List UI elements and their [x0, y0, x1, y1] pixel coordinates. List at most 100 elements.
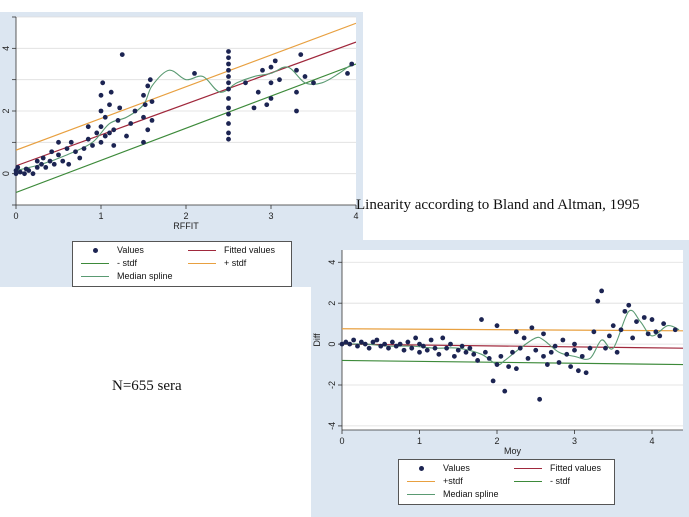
bottom-chart-data-point: [482, 349, 488, 355]
top-chart-x-tick-label: 2: [183, 211, 188, 221]
bottom-chart-data-point: [467, 345, 473, 351]
top-chart-y-tick-label: 0: [1, 171, 11, 176]
bottom-chart-data-point: [362, 341, 368, 347]
top-chart-data-point: [40, 155, 46, 161]
top-chart-data-point: [34, 158, 40, 164]
top-chart-data-point: [255, 89, 261, 95]
bottom-chart-data-point: [374, 337, 380, 343]
top-chart-data-point: [226, 96, 231, 101]
top-chart-legend-item: + stdf: [188, 258, 246, 268]
top-chart-data-point: [43, 165, 49, 170]
bottom-chart-data-point: [486, 356, 492, 361]
bottom-chart-data-point: [436, 351, 442, 357]
top-chart-data-point: [60, 158, 66, 164]
top-chart-data-point: [141, 92, 146, 98]
bottom-chart-data-point: [645, 331, 651, 337]
top-chart-data-point: [145, 83, 151, 89]
top-chart-data-point: [111, 127, 117, 133]
bottom-chart-data-point: [386, 345, 391, 351]
bottom-chart-data-point: [556, 360, 562, 365]
bottom-chart-data-point: [378, 343, 384, 349]
bottom-chart-data-point: [548, 349, 554, 355]
bottom-chart-data-point: [583, 370, 589, 376]
bottom-chart-data-point: [564, 351, 570, 357]
top-chart-data-point: [298, 52, 304, 57]
bottom-chart-legend-label: Fitted values: [550, 463, 602, 473]
bottom-chart-data-point: [401, 347, 407, 353]
bottom-chart-data-point: [661, 321, 667, 327]
legend-moy-diff: Values Fitted values +stdf - stdf Median spl…: [398, 459, 615, 505]
bottom-chart-data-point: [591, 329, 597, 335]
bottom-chart-data-point: [513, 366, 519, 372]
bottom-chart-data-point: [479, 317, 484, 322]
bottom-chart-data-point: [649, 317, 655, 322]
top-chart-data-point: [68, 139, 74, 145]
top-chart-legend-label: Fitted values: [224, 245, 276, 255]
bottom-chart-data-point: [451, 353, 457, 359]
bottom-chart-y-tick-label: -2: [327, 381, 337, 389]
top-chart-data-point: [64, 146, 70, 152]
legend-marker-line: [188, 249, 216, 251]
top-chart-data-point: [56, 152, 61, 158]
bottom-chart-data-point: [355, 343, 360, 349]
bottom-chart-data-point: [630, 335, 636, 341]
top-chart-series-fitted-values: [16, 41, 356, 167]
bottom-chart-x-tick-label: 4: [649, 436, 654, 446]
bottom-chart-data-point: [397, 341, 403, 347]
bottom-chart-data-point: [626, 302, 632, 308]
top-chart-data-point: [226, 67, 231, 73]
legend-marker-line: [81, 275, 109, 277]
bottom-chart-y-tick-label: 2: [327, 301, 337, 306]
top-chart-data-point: [17, 169, 23, 175]
top-chart-series-stdf: [16, 63, 356, 194]
bottom-chart-data-point: [343, 339, 349, 345]
bottom-chart-data-point: [417, 341, 422, 347]
top-chart-data-point: [264, 102, 270, 108]
top-chart-data-point: [226, 55, 231, 61]
top-chart-legend-item: - stdf: [81, 258, 137, 268]
top-chart-data-point: [100, 80, 106, 86]
top-chart-legend-item: Fitted values: [188, 245, 275, 255]
bottom-chart-data-point: [579, 353, 585, 359]
top-chart-data-point: [102, 114, 108, 120]
bottom-chart-data-point: [471, 351, 477, 357]
bottom-chart-data-point: [498, 353, 504, 359]
legend-marker-line: [188, 262, 216, 264]
top-chart-data-point: [268, 64, 274, 70]
bottom-chart-data-point: [513, 329, 519, 335]
top-chart-data-point: [124, 133, 129, 139]
chart-panel-rffit: 0 1 2 3 4 0 2 4 RFFIT Values Fitted values - stdf +…: [0, 12, 363, 287]
bottom-chart-series-stdf: [342, 359, 683, 366]
top-chart-data-point: [142, 102, 148, 108]
top-chart-data-point: [77, 155, 83, 161]
top-chart-x-tick-label: 3: [268, 211, 273, 221]
top-chart-data-point: [149, 118, 155, 123]
bottom-chart-data-point: [405, 339, 411, 345]
bottom-chart-data-point: [440, 335, 446, 341]
bottom-chart-legend-label: Median spline: [443, 489, 499, 499]
top-chart-data-point: [192, 71, 197, 76]
top-chart-data-point: [107, 102, 112, 108]
bottom-chart-legend-label: Values: [443, 463, 470, 473]
top-chart-legend-label: - stdf: [117, 258, 138, 268]
bottom-chart-data-point: [494, 362, 500, 367]
bottom-chart-data-point: [351, 337, 357, 343]
bottom-chart-data-point: [448, 341, 453, 347]
bottom-chart-data-point: [610, 323, 616, 329]
bottom-chart-data-point: [641, 315, 647, 320]
top-chart-data-point: [141, 139, 146, 145]
bottom-chart-y-axis-label: Diff: [312, 333, 322, 347]
bottom-chart-data-point: [572, 347, 577, 353]
bottom-chart-data-point: [618, 327, 624, 333]
top-chart-data-point: [34, 165, 40, 170]
top-chart-series-stdf: [16, 22, 356, 151]
top-chart-data-point: [119, 52, 125, 57]
bottom-chart-x-tick-label: 0: [339, 436, 344, 446]
bottom-chart-data-point: [568, 364, 574, 369]
bottom-chart-data-point: [541, 353, 546, 359]
top-chart-data-point: [226, 130, 231, 136]
top-chart-data-point: [102, 133, 108, 139]
top-chart-data-point: [268, 80, 274, 86]
caption-linearity: Linearity according to Bland and Altman,…: [356, 197, 640, 213]
top-chart-data-point: [260, 67, 265, 73]
